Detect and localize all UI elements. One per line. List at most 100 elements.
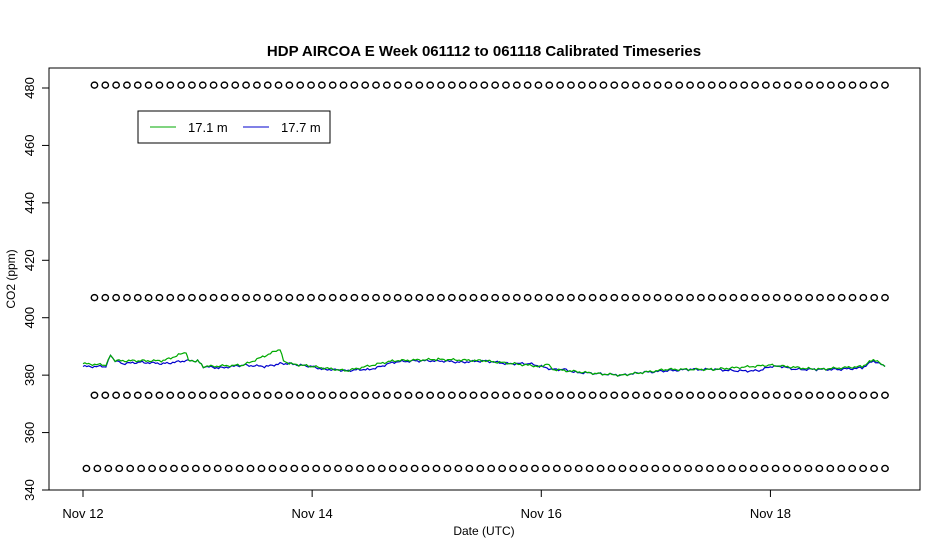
reference-marker [177,81,185,89]
reference-marker [718,293,727,302]
reference-marker [859,293,868,302]
reference-marker [148,464,156,473]
reference-marker [651,464,660,473]
reference-marker [166,81,175,89]
reference-marker [826,293,835,302]
reference-marker [432,464,441,473]
reference-marker [859,391,868,399]
x-tick-label: Nov 16 [521,506,562,521]
reference-marker [805,293,814,302]
reference-marker [541,464,550,473]
reference-marker [577,81,586,89]
reference-marker [155,293,164,302]
reference-marker [697,293,705,302]
reference-marker [404,293,413,302]
series-17.1m-line [82,349,886,377]
reference-marker [870,464,878,473]
reference-marker [707,81,716,89]
reference-marker [93,464,102,473]
reference-marker [618,464,627,473]
reference-marker [751,81,759,89]
reference-marker [512,391,521,399]
reference-marker [231,391,240,399]
y-tick-label: 440 [22,192,37,214]
reference-marker [388,464,397,473]
axes: Nov 12 Nov 14 Nov 16 Nov 18 340 360 380 400 420 4… [22,77,791,521]
reference-marker [596,464,605,473]
reference-marker [404,391,413,399]
reference-marker [220,293,229,302]
reference-marker [556,81,565,89]
reference-marker [415,81,424,89]
reference-marker [848,464,857,473]
reference-marker [285,391,294,399]
reference-marker [662,464,671,473]
reference-marker [415,293,424,302]
reference-marker [361,81,370,89]
reference-marker [356,464,364,473]
reference-marker [252,81,261,89]
reference-marker [567,293,575,302]
reference-marker [159,464,167,473]
reference-marker [123,81,131,89]
reference-marker [621,391,629,399]
reference-marker [751,293,759,302]
reference-marker [426,391,435,399]
reference-marker [469,81,478,89]
reference-marker [870,81,879,89]
reference-marker [263,391,272,399]
reference-marker [317,391,326,399]
reference-marker [826,391,835,399]
reference-marker [469,293,478,302]
reference-marker [123,293,131,302]
reference-marker [534,81,543,89]
reference-marker [366,464,375,473]
reference-marker [301,464,310,473]
reference-marker [345,464,353,473]
reference-marker [443,464,452,473]
reference-marker [610,391,619,399]
reference-marker [382,391,391,399]
reference-marker [263,81,272,89]
reference-marker [502,391,510,399]
reference-marker [577,293,586,302]
reference-marker [695,464,703,473]
reference-marker [686,293,694,302]
reference-marker [816,391,824,399]
reference-marker [372,81,380,89]
reference-marker [90,293,99,302]
reference-marker [133,81,142,89]
reference-marker [166,293,175,302]
legend-label-17.1: 17.1 m [188,120,228,135]
reference-marker [707,293,716,302]
reference-marker [112,293,121,302]
reference-marker [837,81,846,89]
reference-marker [512,81,521,89]
reference-marker [285,81,294,89]
reference-marker [772,391,781,399]
reference-marker [815,464,824,473]
reference-marker [242,293,250,302]
reference-marker [350,391,359,399]
reference-marker [621,81,629,89]
reference-marker [881,81,889,89]
reference-marker [675,391,684,399]
reference-marker [382,293,391,302]
reference-marker [257,464,266,473]
reference-marker [279,464,288,473]
reference-marker [350,81,359,89]
reference-marker [274,293,283,302]
reference-marker [144,293,153,302]
reference-marker [104,464,113,473]
reference-marker [697,391,705,399]
reference-marker [816,293,824,302]
reference-marker [642,293,651,302]
reference-marker [112,391,121,399]
reference-marker [372,391,380,399]
reference-marker [523,391,532,399]
reference-marker [415,391,424,399]
reference-marker [599,391,608,399]
x-tick-label: Nov 12 [62,506,103,521]
reference-marker [180,464,189,473]
reference-marker [328,81,337,89]
